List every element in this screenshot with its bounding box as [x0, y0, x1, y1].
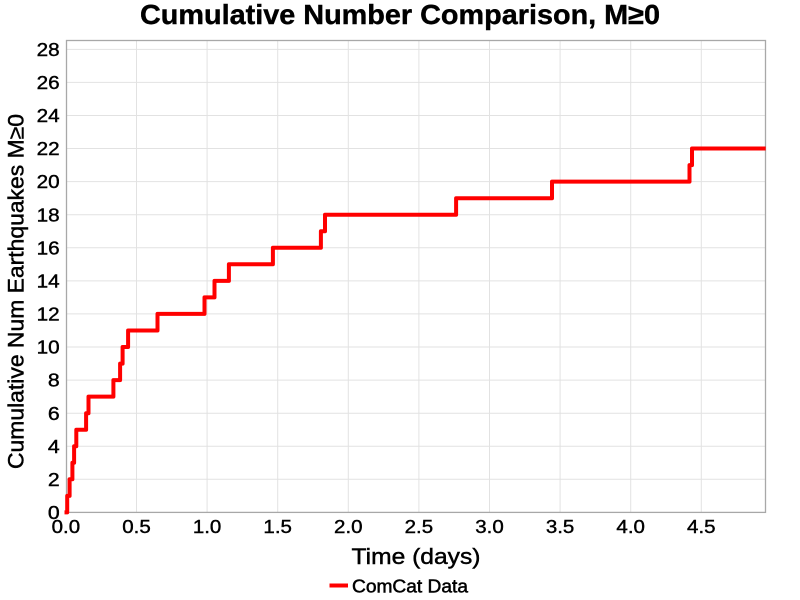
- svg-text:4.5: 4.5: [687, 517, 716, 537]
- svg-text:22: 22: [37, 139, 60, 159]
- svg-text:24: 24: [37, 106, 60, 126]
- svg-text:16: 16: [37, 238, 60, 258]
- svg-text:3.5: 3.5: [546, 517, 575, 537]
- svg-text:12: 12: [37, 305, 60, 325]
- svg-text:1.0: 1.0: [193, 517, 222, 537]
- svg-text:28: 28: [37, 40, 60, 60]
- svg-text:18: 18: [37, 205, 60, 225]
- svg-text:4.0: 4.0: [616, 517, 645, 537]
- svg-text:8: 8: [48, 371, 60, 391]
- svg-text:20: 20: [37, 172, 60, 192]
- svg-text:10: 10: [37, 338, 60, 358]
- svg-text:Time (days): Time (days): [352, 544, 481, 569]
- svg-text:2: 2: [48, 470, 60, 490]
- svg-text:ComCat Data: ComCat Data: [352, 577, 469, 597]
- svg-text:6: 6: [48, 404, 60, 424]
- svg-text:1.5: 1.5: [263, 517, 292, 537]
- svg-text:2.5: 2.5: [405, 517, 434, 537]
- svg-text:Cumulative Num Earthquakes M≥0: Cumulative Num Earthquakes M≥0: [4, 114, 29, 469]
- svg-text:Cumulative Number Comparison,: Cumulative Number Comparison, M≥0: [140, 0, 660, 30]
- svg-text:3.0: 3.0: [475, 517, 504, 537]
- svg-text:26: 26: [37, 73, 60, 93]
- svg-text:0.5: 0.5: [122, 517, 151, 537]
- svg-text:14: 14: [37, 272, 60, 292]
- svg-text:4: 4: [48, 437, 60, 457]
- svg-text:0: 0: [48, 503, 60, 523]
- svg-text:2.0: 2.0: [334, 517, 363, 537]
- svg-text:0.0: 0.0: [52, 517, 81, 537]
